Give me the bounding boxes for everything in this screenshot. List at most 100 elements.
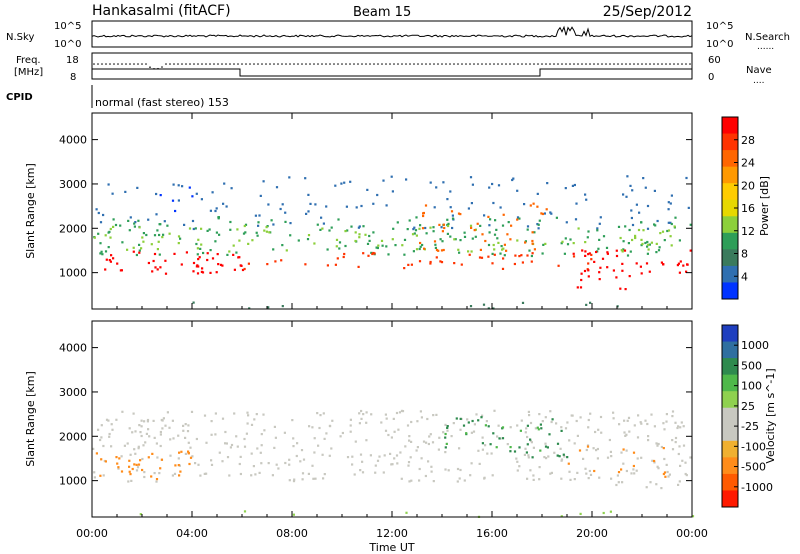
- heatmap-cell: [442, 248, 445, 252]
- heatmap-cell: [162, 417, 165, 420]
- heatmap-cell: [429, 226, 432, 229]
- heatmap-cell: [267, 203, 270, 206]
- heatmap-cell: [463, 231, 466, 234]
- heatmap-cell: [653, 459, 656, 463]
- heatmap-cell: [243, 445, 247, 448]
- heatmap-cell: [355, 206, 358, 209]
- heatmap-cell: [152, 259, 155, 263]
- power-y-axis: 1000 2000 3000 4000: [59, 134, 692, 280]
- heatmap-cell: [385, 417, 388, 420]
- heatmap-cell: [187, 441, 190, 444]
- heatmap-cell: [292, 480, 296, 483]
- heatmap-cell: [146, 420, 149, 423]
- heatmap-cell: [660, 261, 663, 264]
- heatmap-cell: [104, 234, 107, 237]
- heatmap-cell: [424, 226, 427, 230]
- heatmap-cell: [338, 247, 341, 250]
- heatmap-cell: [527, 454, 530, 457]
- heatmap-cell: [142, 232, 145, 235]
- heatmap-cell: [482, 303, 486, 306]
- heatmap-cell: [537, 227, 540, 230]
- heatmap-cell: [189, 446, 192, 449]
- heatmap-cell: [131, 467, 134, 471]
- heatmap-cell: [274, 260, 277, 263]
- heatmap-cell: [101, 253, 104, 256]
- heatmap-cell: [116, 462, 119, 465]
- heatmap-cell: [97, 232, 100, 235]
- heatmap-cell: [419, 241, 422, 245]
- heatmap-cell: [277, 467, 280, 470]
- heatmap-cell: [542, 243, 545, 246]
- heatmap-cell: [415, 248, 419, 251]
- heatmap-cell: [130, 479, 133, 482]
- heatmap-cell: [99, 252, 102, 255]
- heatmap-cell: [457, 248, 460, 251]
- heatmap-cell: [159, 444, 162, 448]
- heatmap-cell: [184, 436, 187, 439]
- heatmap-cell: [561, 240, 564, 243]
- heatmap-cell: [641, 242, 644, 245]
- heatmap-cell: [479, 224, 482, 227]
- heatmap-cell: [226, 456, 230, 459]
- heatmap-cell: [423, 247, 426, 250]
- heatmap-cell: [459, 417, 462, 420]
- heatmap-cell: [155, 480, 158, 483]
- heatmap-cell: [640, 244, 643, 247]
- heatmap-cell: [579, 512, 582, 515]
- heatmap-cell: [459, 239, 462, 242]
- heatmap-cell: [648, 270, 651, 273]
- heatmap-cell: [599, 266, 602, 269]
- heatmap-cell: [465, 432, 468, 435]
- heatmap-cell: [543, 456, 546, 459]
- heatmap-cell: [453, 238, 456, 241]
- heatmap-cell: [399, 451, 402, 454]
- heatmap-cell: [241, 268, 245, 272]
- heatmap-cell: [657, 467, 660, 470]
- heatmap-cell: [255, 231, 258, 234]
- heatmap-cell: [368, 239, 371, 242]
- heatmap-cell: [180, 450, 183, 453]
- heatmap-cell: [358, 233, 361, 236]
- heatmap-cell: [494, 219, 497, 222]
- heatmap-cell: [343, 252, 346, 256]
- heatmap-cell: [366, 188, 369, 191]
- heatmap-cell: [177, 464, 180, 467]
- heatmap-cell: [646, 245, 649, 248]
- heatmap-cell: [598, 476, 601, 479]
- colorbar-swatch: [722, 117, 738, 135]
- heatmap-cell: [646, 252, 649, 255]
- heatmap-cell: [145, 233, 148, 237]
- heatmap-cell: [449, 206, 452, 209]
- heatmap-cell: [374, 464, 377, 467]
- heatmap-cell: [280, 259, 283, 262]
- heatmap-cell: [680, 421, 683, 424]
- heatmap-cell: [518, 446, 521, 449]
- heatmap-cell: [155, 442, 158, 445]
- heatmap-cell: [162, 233, 165, 236]
- heatmap-cell: [155, 478, 159, 481]
- heatmap-cell: [646, 240, 649, 244]
- heatmap-cell: [540, 212, 543, 215]
- heatmap-cell: [299, 460, 302, 463]
- heatmap-cell: [138, 226, 141, 229]
- heatmap-cell: [188, 462, 191, 466]
- heatmap-cell: [132, 250, 135, 253]
- heatmap-cell: [395, 411, 399, 415]
- colorbar-swatch: [722, 440, 738, 458]
- heatmap-cell: [325, 205, 328, 208]
- velocity-ylabel: Slant Range [km]: [24, 371, 37, 467]
- heatmap-cell: [211, 191, 214, 194]
- heatmap-cell: [480, 256, 484, 259]
- heatmap-cell: [126, 248, 129, 251]
- heatmap-cell: [572, 255, 576, 258]
- heatmap-cell: [349, 430, 352, 433]
- heatmap-cell: [425, 441, 428, 444]
- heatmap-cell: [684, 472, 687, 476]
- heatmap-cell: [526, 225, 530, 228]
- heatmap-cell: [281, 305, 284, 308]
- heatmap-cell: [391, 190, 394, 193]
- heatmap-cell: [253, 418, 256, 421]
- heatmap-cell: [372, 251, 375, 255]
- colorbar-tick: -1000: [741, 481, 773, 494]
- heatmap-cell: [391, 238, 394, 241]
